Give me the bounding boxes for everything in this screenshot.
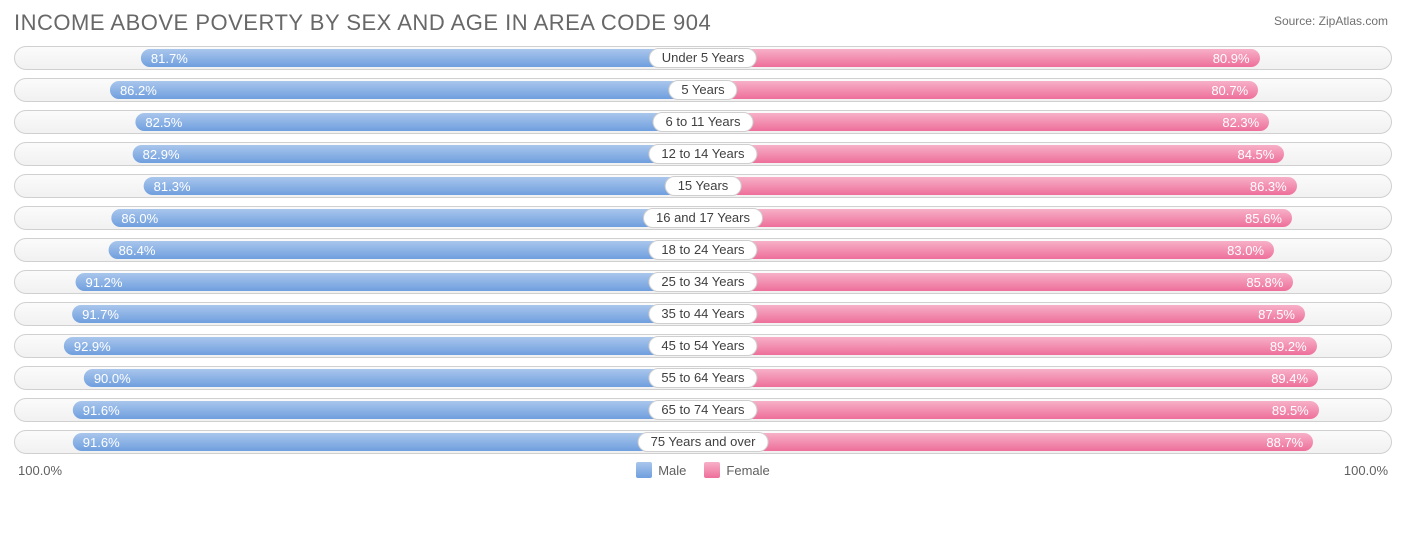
chart-row: 86.0% 85.6% 16 and 17 Years xyxy=(14,206,1392,230)
female-value: 89.2% xyxy=(1260,339,1317,354)
chart-rows: 81.7% 80.9% Under 5 Years 86.2% 80.7% 5 Years… xyxy=(14,46,1392,454)
female-value: 85.8% xyxy=(1236,275,1293,290)
male-bar: 91.7% xyxy=(72,305,703,323)
female-value: 89.4% xyxy=(1261,371,1318,386)
chart-row: 86.2% 80.7% 5 Years xyxy=(14,78,1392,102)
male-value: 86.4% xyxy=(109,243,166,258)
age-label: 75 Years and over xyxy=(638,432,769,452)
age-label: Under 5 Years xyxy=(649,48,757,68)
legend-swatch xyxy=(704,462,720,478)
male-bar: 91.6% xyxy=(73,433,703,451)
male-value: 91.6% xyxy=(73,435,130,450)
female-bar: 86.3% xyxy=(703,177,1297,195)
chart-container: INCOME ABOVE POVERTY BY SEX AND AGE IN A… xyxy=(0,0,1406,559)
male-bar: 82.9% xyxy=(133,145,703,163)
male-bar: 82.5% xyxy=(135,113,703,131)
male-value: 82.5% xyxy=(135,115,192,130)
male-value: 90.0% xyxy=(84,371,141,386)
female-bar: 87.5% xyxy=(703,305,1305,323)
female-bar: 84.5% xyxy=(703,145,1284,163)
axis-label-left: 100.0% xyxy=(18,463,62,478)
age-label: 6 to 11 Years xyxy=(653,112,754,132)
male-bar: 86.0% xyxy=(111,209,703,227)
chart-row: 90.0% 89.4% 55 to 64 Years xyxy=(14,366,1392,390)
male-value: 81.3% xyxy=(144,179,201,194)
male-value: 86.0% xyxy=(111,211,168,226)
female-bar: 82.3% xyxy=(703,113,1269,131)
chart-row: 81.3% 86.3% 15 Years xyxy=(14,174,1392,198)
male-value: 91.6% xyxy=(73,403,130,418)
male-value: 82.9% xyxy=(133,147,190,162)
chart-title: INCOME ABOVE POVERTY BY SEX AND AGE IN A… xyxy=(14,10,711,36)
age-label: 55 to 64 Years xyxy=(648,368,757,388)
female-value: 89.5% xyxy=(1262,403,1319,418)
female-value: 88.7% xyxy=(1256,435,1313,450)
male-value: 91.2% xyxy=(76,275,133,290)
chart-footer: 100.0% Male Female 100.0% xyxy=(14,462,1392,478)
chart-row: 82.9% 84.5% 12 to 14 Years xyxy=(14,142,1392,166)
legend-item: Female xyxy=(704,462,769,478)
male-value: 81.7% xyxy=(141,51,198,66)
age-label: 5 Years xyxy=(668,80,737,100)
legend-label: Male xyxy=(658,463,686,478)
chart-row: 92.9% 89.2% 45 to 54 Years xyxy=(14,334,1392,358)
chart-row: 91.6% 89.5% 65 to 74 Years xyxy=(14,398,1392,422)
female-value: 83.0% xyxy=(1217,243,1274,258)
legend-item: Male xyxy=(636,462,686,478)
legend-swatch xyxy=(636,462,652,478)
female-value: 82.3% xyxy=(1212,115,1269,130)
male-bar: 86.2% xyxy=(110,81,703,99)
male-bar: 81.3% xyxy=(144,177,703,195)
age-label: 25 to 34 Years xyxy=(648,272,757,292)
female-bar: 89.2% xyxy=(703,337,1317,355)
legend: Male Female xyxy=(62,462,1344,478)
chart-row: 91.2% 85.8% 25 to 34 Years xyxy=(14,270,1392,294)
chart-row: 86.4% 83.0% 18 to 24 Years xyxy=(14,238,1392,262)
male-bar: 92.9% xyxy=(64,337,703,355)
female-bar: 83.0% xyxy=(703,241,1274,259)
female-bar: 85.8% xyxy=(703,273,1293,291)
age-label: 16 and 17 Years xyxy=(643,208,763,228)
female-value: 87.5% xyxy=(1248,307,1305,322)
female-value: 80.9% xyxy=(1203,51,1260,66)
source-attribution: Source: ZipAtlas.com xyxy=(1274,14,1388,28)
male-bar: 91.6% xyxy=(73,401,703,419)
female-value: 84.5% xyxy=(1227,147,1284,162)
age-label: 18 to 24 Years xyxy=(648,240,757,260)
age-label: 65 to 74 Years xyxy=(648,400,757,420)
female-bar: 80.7% xyxy=(703,81,1258,99)
female-bar: 80.9% xyxy=(703,49,1260,67)
male-bar: 91.2% xyxy=(76,273,703,291)
male-bar: 86.4% xyxy=(109,241,703,259)
age-label: 15 Years xyxy=(665,176,742,196)
female-bar: 89.4% xyxy=(703,369,1318,387)
age-label: 12 to 14 Years xyxy=(648,144,757,164)
legend-label: Female xyxy=(726,463,769,478)
male-value: 92.9% xyxy=(64,339,121,354)
female-value: 80.7% xyxy=(1201,83,1258,98)
age-label: 35 to 44 Years xyxy=(648,304,757,324)
axis-label-right: 100.0% xyxy=(1344,463,1388,478)
chart-row: 82.5% 82.3% 6 to 11 Years xyxy=(14,110,1392,134)
female-value: 85.6% xyxy=(1235,211,1292,226)
chart-row: 91.7% 87.5% 35 to 44 Years xyxy=(14,302,1392,326)
chart-row: 81.7% 80.9% Under 5 Years xyxy=(14,46,1392,70)
female-bar: 85.6% xyxy=(703,209,1292,227)
male-bar: 81.7% xyxy=(141,49,703,67)
female-bar: 89.5% xyxy=(703,401,1319,419)
chart-header: INCOME ABOVE POVERTY BY SEX AND AGE IN A… xyxy=(14,10,1392,36)
chart-row: 91.6% 88.7% 75 Years and over xyxy=(14,430,1392,454)
male-value: 91.7% xyxy=(72,307,129,322)
female-value: 86.3% xyxy=(1240,179,1297,194)
male-value: 86.2% xyxy=(110,83,167,98)
female-bar: 88.7% xyxy=(703,433,1313,451)
male-bar: 90.0% xyxy=(84,369,703,387)
age-label: 45 to 54 Years xyxy=(648,336,757,356)
